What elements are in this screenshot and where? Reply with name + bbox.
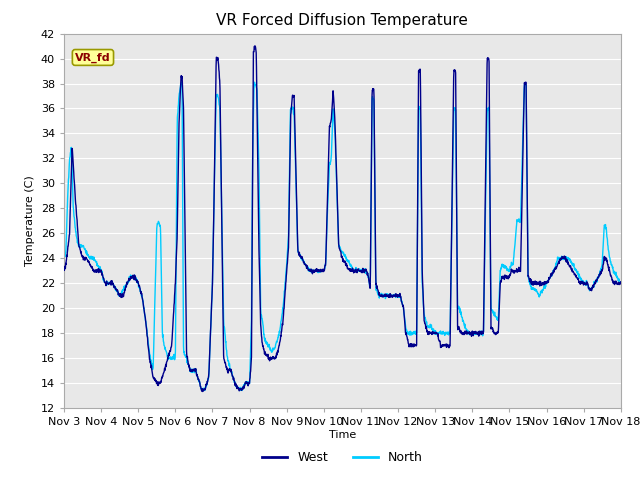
West [332, 127, 339, 133]
West [252, 43, 259, 49]
Y-axis label: Temperature (C): Temperature (C) [25, 175, 35, 266]
West [602, 254, 609, 260]
West [317, 268, 324, 274]
Line: North: North [64, 82, 621, 391]
West [198, 389, 206, 395]
Text: VR_fd: VR_fd [75, 52, 111, 62]
North [601, 225, 609, 230]
North [332, 141, 339, 146]
Title: VR Forced Diffusion Temperature: VR Forced Diffusion Temperature [216, 13, 468, 28]
North [200, 388, 208, 394]
X-axis label: Time: Time [329, 430, 356, 440]
West [88, 265, 96, 271]
Legend: West, North: West, North [257, 446, 428, 469]
North [317, 269, 324, 275]
Line: West: West [64, 46, 621, 392]
North [88, 255, 96, 261]
West [601, 258, 609, 264]
North [251, 79, 259, 85]
North [499, 262, 507, 268]
North [617, 280, 625, 286]
West [617, 279, 625, 285]
West [499, 274, 507, 279]
North [602, 224, 609, 230]
North [60, 255, 68, 261]
West [60, 266, 68, 272]
